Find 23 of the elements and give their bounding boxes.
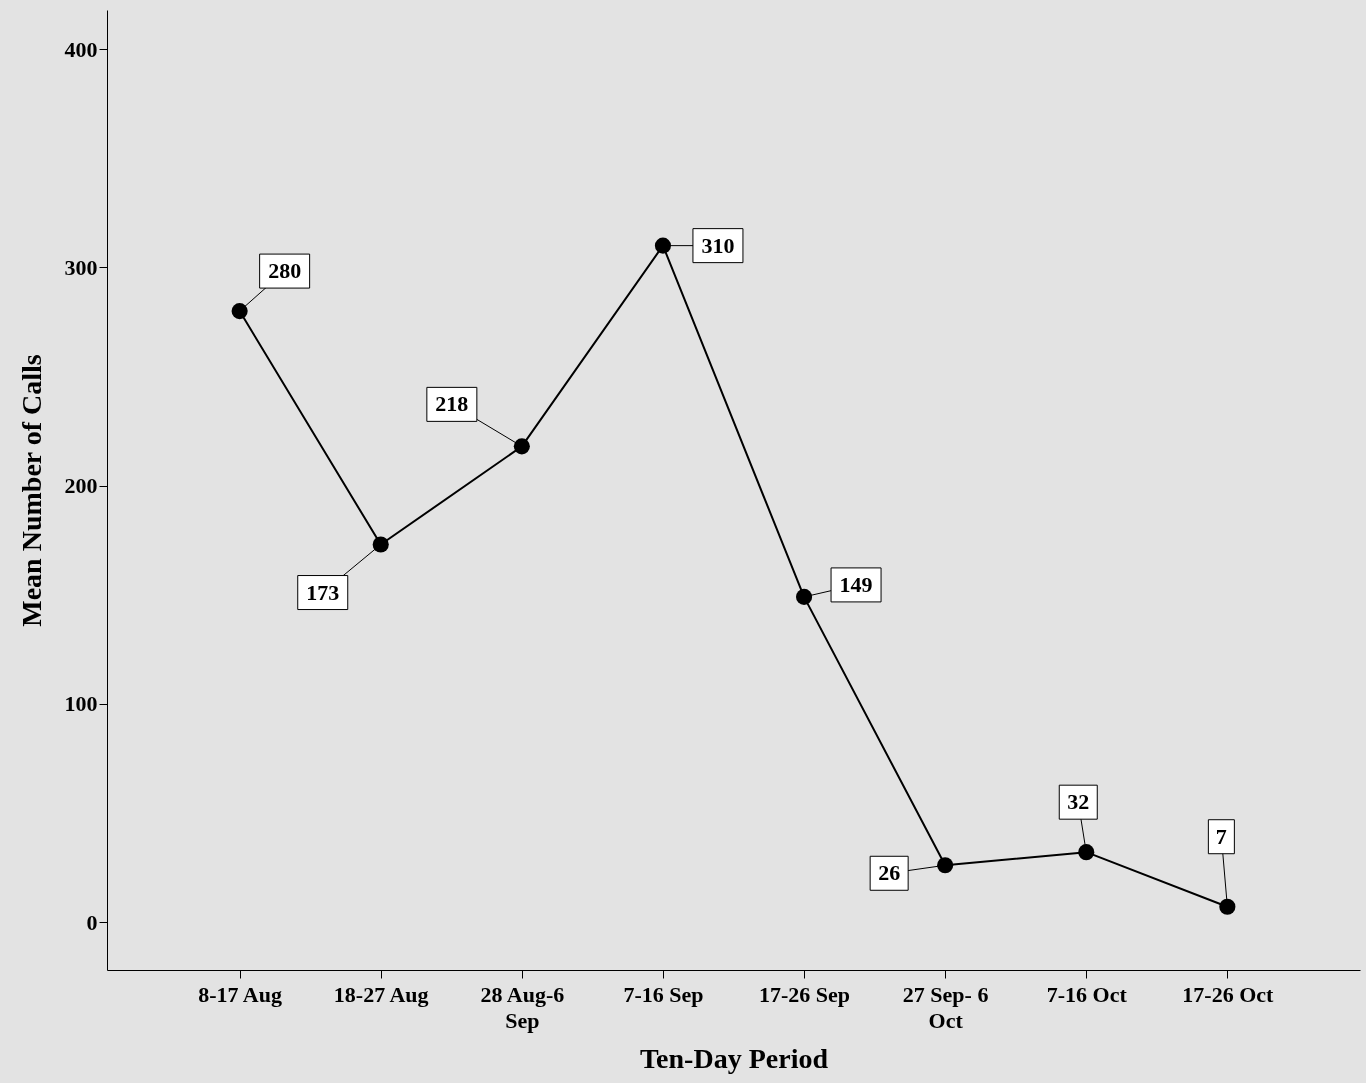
y-axis-title: Mean Number of Calls bbox=[15, 354, 47, 627]
data-label: 7 bbox=[1215, 823, 1227, 849]
y-tick-label: 100 bbox=[64, 691, 98, 717]
data-label: 26 bbox=[878, 860, 901, 886]
y-tick-label: 300 bbox=[64, 254, 98, 280]
x-tick-label: 17-26 Oct bbox=[1182, 981, 1275, 1007]
y-tick-label: 400 bbox=[64, 36, 98, 62]
y-tick-label: 200 bbox=[64, 473, 98, 499]
data-label: 32 bbox=[1067, 789, 1090, 815]
x-tick-label: 7-16 Oct bbox=[1046, 981, 1128, 1007]
x-tick-label: 27 Sep- 6 Oct bbox=[902, 981, 989, 1033]
x-tick-label: 28 Aug-6 Sep bbox=[480, 981, 565, 1033]
x-tick-label: 18-27 Aug bbox=[333, 981, 429, 1007]
x-axis-title: Ten-Day Period bbox=[640, 1042, 829, 1074]
data-label: 280 bbox=[268, 258, 302, 284]
data-label: 310 bbox=[701, 232, 735, 258]
data-label: 149 bbox=[839, 571, 873, 597]
y-tick-label: 0 bbox=[86, 909, 98, 935]
data-label: 173 bbox=[306, 579, 340, 605]
data-label: 218 bbox=[435, 391, 469, 417]
x-tick-label: 7-16 Sep bbox=[623, 981, 704, 1007]
x-tick-label: 17-26 Sep bbox=[759, 981, 851, 1007]
x-tick-label: 8-17 Aug bbox=[198, 981, 283, 1007]
